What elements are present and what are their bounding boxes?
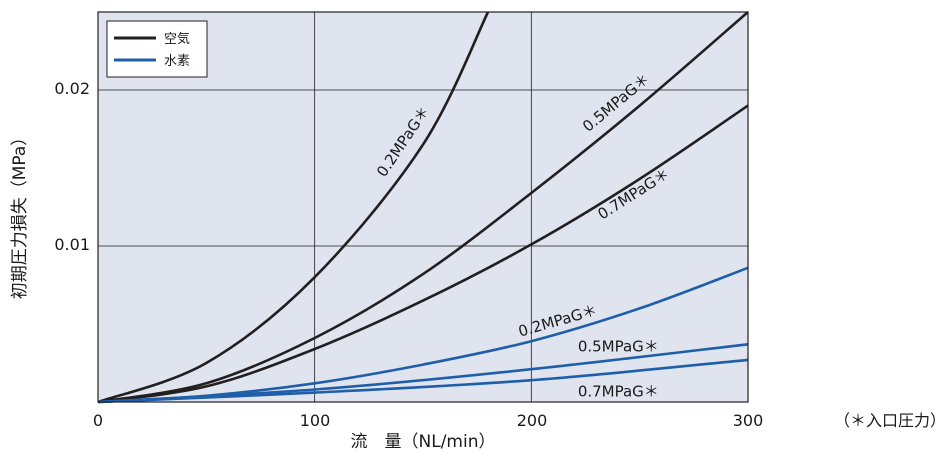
air-curve (97, 104, 749, 404)
legend: 空気 水素 (106, 20, 208, 78)
x-tick-label: 200 (517, 411, 548, 430)
curve-label: 0.7MPaG＊ (578, 383, 659, 401)
air-curve (97, 11, 749, 404)
curve-label: 0.5MPaG＊ (578, 338, 659, 356)
series-layer (97, 11, 749, 404)
x-tick-label: 0 (93, 411, 103, 430)
x-tick-label: 100 (300, 411, 331, 430)
x-tick-label: 300 (733, 411, 764, 430)
plot-frame (97, 11, 749, 403)
legend-label-air: 空気 (164, 31, 190, 47)
x-axis-label: 流 量（NL/min） (351, 432, 496, 452)
hydrogen-curve (97, 358, 749, 404)
y-tick-label: 0.01 (54, 235, 90, 254)
legend-label-hydrogen: 水素 (164, 54, 190, 69)
legend-box (106, 20, 208, 78)
air-curve (97, 11, 490, 404)
y-axis-label: 初期圧力損失（MPa） (10, 129, 30, 300)
y-tick-labels: 0.01 0.02 (54, 79, 90, 254)
x-tick-labels: 0 100 200 300 (93, 411, 763, 430)
inlet-pressure-note: （＊入口圧力） (834, 411, 946, 430)
y-tick-label: 0.02 (54, 79, 90, 98)
